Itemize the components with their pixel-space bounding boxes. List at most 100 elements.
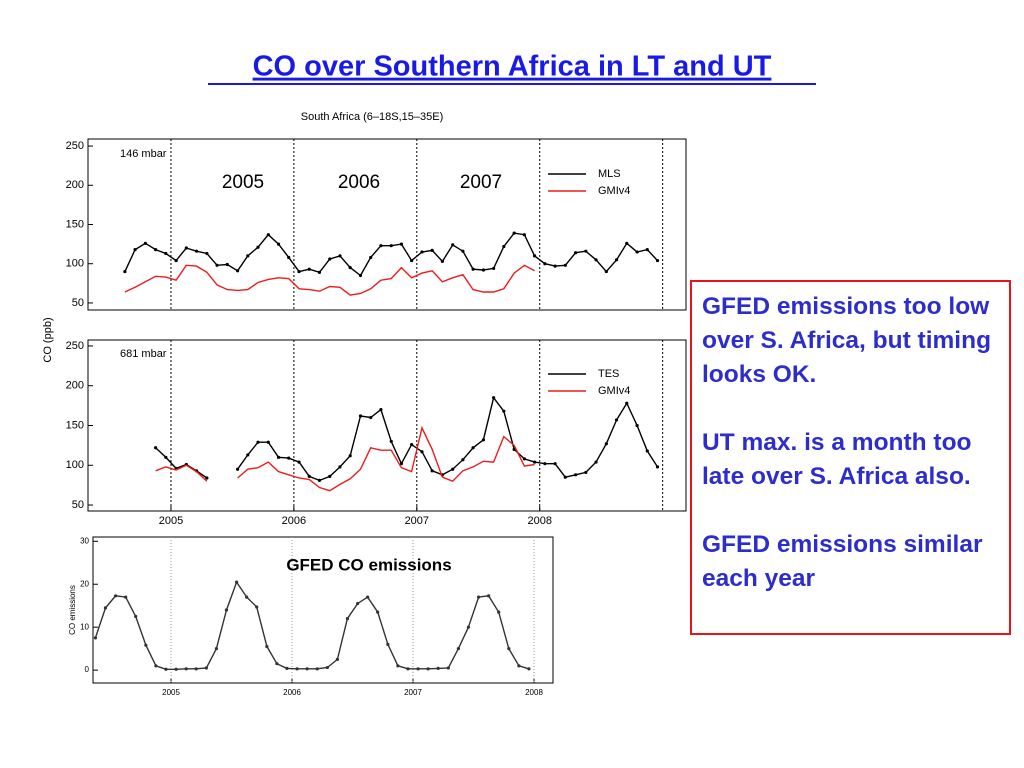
series-marker [348, 454, 352, 458]
annotation: 2006 [338, 172, 380, 193]
series-marker [194, 667, 198, 671]
series-marker [389, 439, 393, 444]
series-marker [426, 667, 430, 671]
legend-label: MLS [598, 168, 621, 180]
y-axis-label: CO (ppb) [42, 317, 54, 362]
series-line [124, 264, 535, 296]
series-marker [287, 456, 291, 460]
series-marker [532, 460, 537, 464]
series-line [155, 396, 659, 482]
series-marker [246, 254, 250, 258]
series-marker [655, 465, 660, 469]
series-marker [430, 469, 434, 473]
series-line [124, 232, 659, 277]
series-marker [420, 250, 424, 254]
series-marker [266, 233, 270, 237]
x-tick-label: 2006 [283, 688, 301, 697]
series-marker [307, 267, 311, 271]
series-marker [527, 667, 531, 671]
series-marker [512, 447, 516, 451]
series-marker [396, 664, 400, 668]
series-marker [297, 460, 301, 464]
series-marker [328, 257, 332, 261]
note: GFED emissions similar each year [702, 531, 983, 592]
series-marker [563, 475, 567, 479]
series-marker [584, 249, 588, 253]
series-marker [246, 453, 250, 457]
chart-title: South Africa (6–18S,15–35E) [301, 111, 443, 123]
series-marker [154, 446, 158, 450]
series-marker [430, 248, 434, 252]
series-marker [338, 254, 342, 258]
series-marker [522, 457, 526, 461]
series-marker [594, 258, 598, 262]
series-marker [512, 231, 516, 235]
series-marker [543, 262, 547, 266]
series-marker [93, 636, 98, 640]
y-tick-label: 30 [80, 536, 89, 545]
y-tick-label: 250 [66, 340, 84, 352]
series-marker [369, 415, 373, 420]
series-marker [358, 273, 363, 278]
series-marker [285, 666, 289, 671]
series-marker [369, 255, 373, 260]
series-marker [436, 666, 440, 671]
series-marker [416, 667, 420, 671]
note: GFED emissions too low over S. Africa, b… [702, 293, 992, 388]
plot-frame [87, 339, 687, 512]
series-marker [451, 243, 455, 247]
plot-frame [87, 138, 687, 311]
y-tick-label: 250 [66, 140, 84, 152]
legend-label: TES [598, 368, 619, 380]
series-marker [492, 266, 496, 271]
x-tick-label: 2008 [525, 688, 543, 697]
series-marker [214, 647, 219, 651]
series-marker [297, 269, 301, 274]
series-marker [164, 251, 168, 256]
series-marker [328, 474, 332, 479]
series-marker [594, 460, 598, 464]
y-tick-label: 200 [66, 380, 84, 392]
x-tick-label: 2005 [159, 515, 183, 527]
series-marker [164, 455, 168, 459]
series-marker [305, 667, 309, 671]
series-marker [275, 662, 279, 666]
series-marker [487, 594, 491, 598]
series-marker [335, 657, 339, 661]
series-marker [266, 440, 270, 444]
series-marker [123, 269, 127, 274]
series-marker [399, 242, 404, 246]
series-marker [466, 625, 471, 629]
y-tick-label: 50 [72, 297, 84, 309]
series-marker [276, 242, 281, 246]
series-marker [507, 647, 511, 651]
series-marker [245, 595, 249, 599]
series-marker [379, 244, 383, 248]
series-marker [205, 476, 209, 480]
series-marker [553, 264, 557, 268]
series-line [155, 425, 535, 492]
series-marker [134, 614, 138, 619]
series-marker [563, 263, 567, 267]
series-marker [446, 666, 450, 670]
series-marker [379, 407, 383, 412]
annotation: 2007 [460, 172, 502, 193]
series-marker [389, 244, 393, 248]
series-marker [317, 270, 322, 274]
series-marker [481, 268, 486, 272]
series-marker [235, 580, 239, 584]
series-marker [406, 667, 410, 671]
y-tick-label: 0 [85, 665, 90, 674]
series-marker [574, 251, 578, 255]
series-marker [604, 269, 608, 274]
series-marker [410, 258, 414, 263]
series-marker [366, 595, 370, 599]
series-marker [451, 467, 455, 471]
series-marker [124, 595, 128, 599]
series-marker [287, 255, 291, 260]
series-marker [256, 440, 260, 444]
series-marker [635, 250, 639, 254]
x-tick-label: 2008 [527, 515, 551, 527]
series-marker [295, 667, 299, 671]
